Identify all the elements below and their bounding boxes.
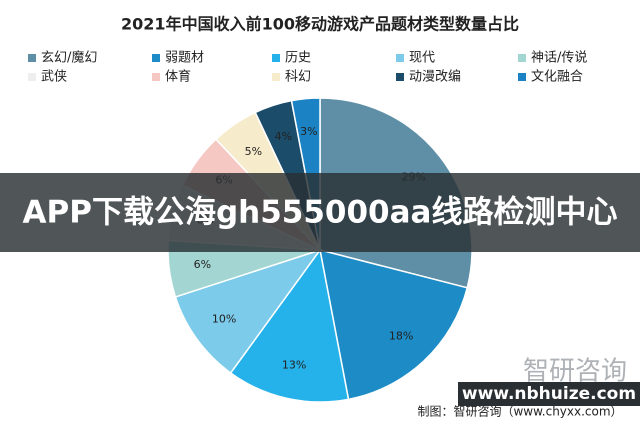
legend-marker [396, 54, 404, 62]
legend-label: 玄幻/魔幻 [41, 51, 97, 66]
logo: 智研咨询 [523, 357, 627, 387]
legend-label: 科幻 [285, 70, 311, 85]
legend-marker [152, 73, 160, 81]
legend-marker [518, 73, 526, 81]
chart-title: 2021年中国收入前100移动游戏产品题材类型数量占比 [121, 15, 519, 34]
legend-marker [28, 54, 36, 62]
legend-label: 武侠 [41, 70, 67, 85]
data-label: 4% [275, 130, 292, 143]
legend-label: 体育 [165, 69, 191, 85]
legend-label: 弱题材 [165, 51, 204, 66]
data-label: 3% [300, 125, 317, 138]
pie-slice [174, 248, 322, 375]
legend-marker [396, 73, 404, 81]
data-label: 18% [389, 329, 413, 342]
legend-label: 现代 [409, 51, 435, 66]
legend-label: 神话/传说 [531, 51, 587, 66]
legend-label: 文化融合 [531, 70, 583, 85]
legend-marker [28, 73, 36, 81]
data-label: 10% [212, 313, 236, 326]
legend-marker [518, 54, 526, 62]
legend-marker [152, 54, 160, 62]
data-label: 6% [194, 258, 211, 271]
legend-label: 动漫改编 [409, 70, 461, 85]
pie-slice [229, 248, 350, 403]
watermark-bg [458, 382, 640, 406]
banner-bg [0, 173, 640, 252]
data-label: 13% [282, 359, 306, 372]
banner: APP下载公海gh555000aa线路检测中心 [23, 195, 618, 231]
data-label: 5% [245, 145, 262, 158]
pie-slice [319, 248, 469, 401]
legend-label: 历史 [285, 51, 311, 66]
watermark: www.nbhuize.com [462, 384, 636, 404]
legend-marker [272, 54, 280, 62]
source: 制图：智研咨询（www.chyxx.com） [417, 404, 622, 419]
legend-marker [272, 73, 280, 81]
